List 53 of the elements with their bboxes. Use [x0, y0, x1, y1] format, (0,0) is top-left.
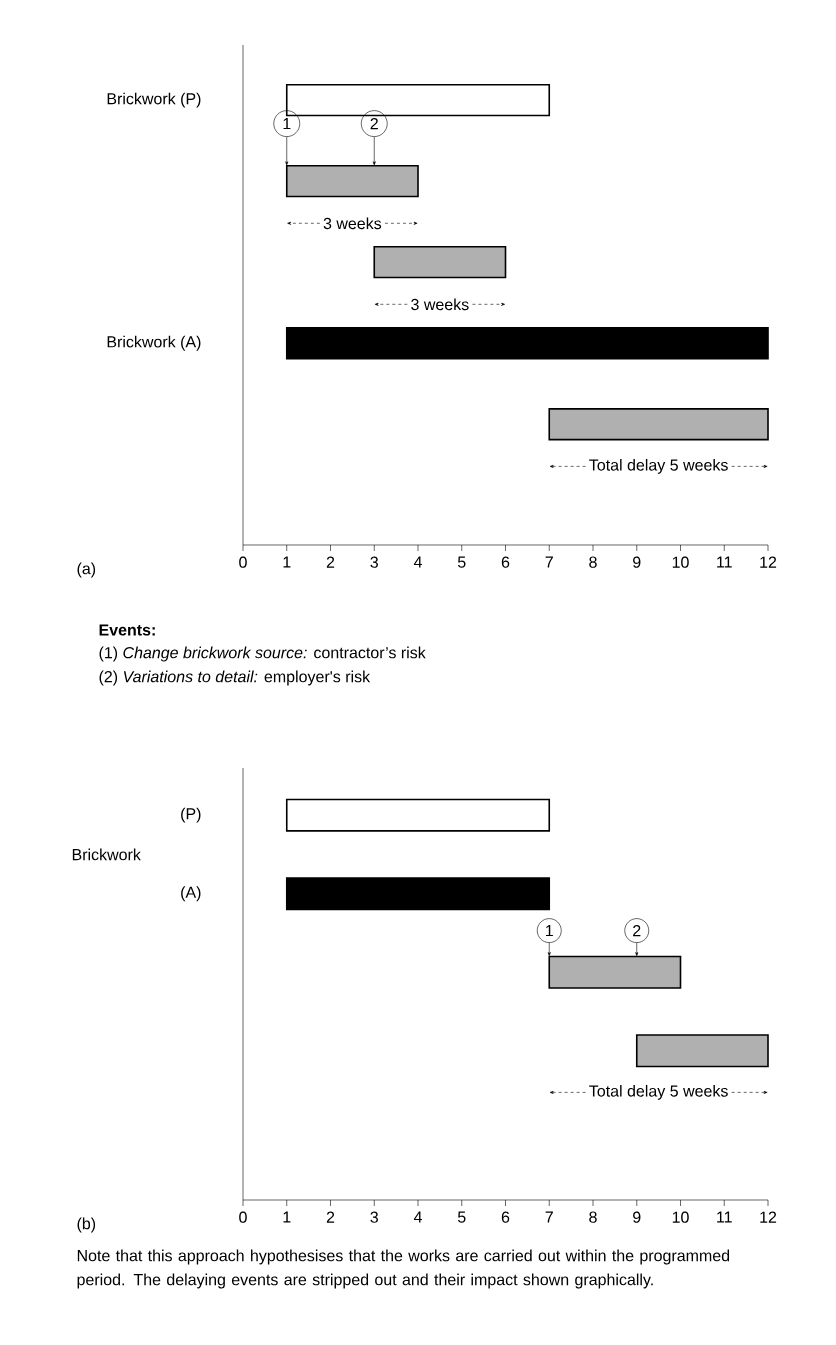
x-tick-label: 6 [501, 556, 510, 568]
x-tick-label: 9 [633, 556, 641, 568]
y-tick-label: (P) [181, 807, 201, 823]
bar [548, 955, 682, 989]
annotation: 1 [546, 925, 553, 937]
x-tick-label: 1 [283, 556, 291, 568]
x-tick-label: 3 [370, 1211, 378, 1223]
x-tick-label: 7 [545, 1211, 553, 1223]
x-tick-label: 5 [457, 1211, 466, 1223]
x-tick-label: 10 [672, 556, 689, 568]
x-tick-label: 2 [326, 1211, 335, 1223]
annotation: 3 weeks [323, 217, 382, 230]
x-tick-label: 12 [760, 556, 777, 568]
x-tick-label: 11 [717, 1211, 732, 1223]
annotation: 2 [633, 925, 641, 937]
annotation: Total delay 5 weeks [589, 458, 728, 474]
y-tick-label: Brickwork (A) [107, 335, 201, 351]
x-tick-label: 2 [326, 556, 335, 568]
y-tick-label: Brickwork (P) [107, 92, 201, 108]
x-tick-label: 0 [239, 556, 247, 568]
bar [548, 408, 769, 441]
x-tick-label: 11 [717, 556, 732, 568]
text: (2) Variations to detail: employer's risk [99, 670, 371, 686]
text: Note that this approach hypothesises that the works are carried out within the programmed period. The delaying events are stripped out and their impact shown graphically. [77, 1249, 730, 1289]
x-tick-label: 1 [283, 1211, 291, 1223]
x-tick-label: 6 [501, 1211, 510, 1223]
x-tick-label: 5 [457, 556, 466, 568]
bar [635, 1034, 769, 1068]
y-axis-title: Brickwork [72, 848, 141, 861]
x-tick-label: 8 [589, 1211, 597, 1223]
annotation: 1 [283, 118, 291, 130]
x-tick-label: 7 [545, 556, 553, 568]
x-tick-label: 8 [589, 556, 597, 568]
bar [373, 245, 507, 279]
annotation: Total delay 5 weeks [589, 1084, 728, 1100]
annotation: 3 weeks [411, 298, 469, 311]
text: (b) [77, 1217, 96, 1233]
x-tick-label: 3 [370, 556, 378, 568]
x-tick-label: 4 [413, 1211, 422, 1223]
x-tick-label: 9 [633, 1211, 641, 1223]
bar [285, 327, 769, 360]
bar [285, 164, 419, 198]
text: (a) [77, 562, 96, 578]
y-tick-label: (A) [181, 886, 201, 902]
x-tick-label: 0 [239, 1211, 247, 1223]
bar [285, 798, 551, 832]
x-tick-label: 10 [672, 1211, 689, 1223]
x-tick-label: 12 [760, 1211, 777, 1223]
annotation: 2 [370, 118, 378, 130]
bar [285, 877, 551, 911]
text: Events: [99, 624, 155, 636]
x-tick-label: 4 [413, 556, 422, 568]
text: (1) Change brickwork source: contractor’s risk [99, 646, 426, 662]
